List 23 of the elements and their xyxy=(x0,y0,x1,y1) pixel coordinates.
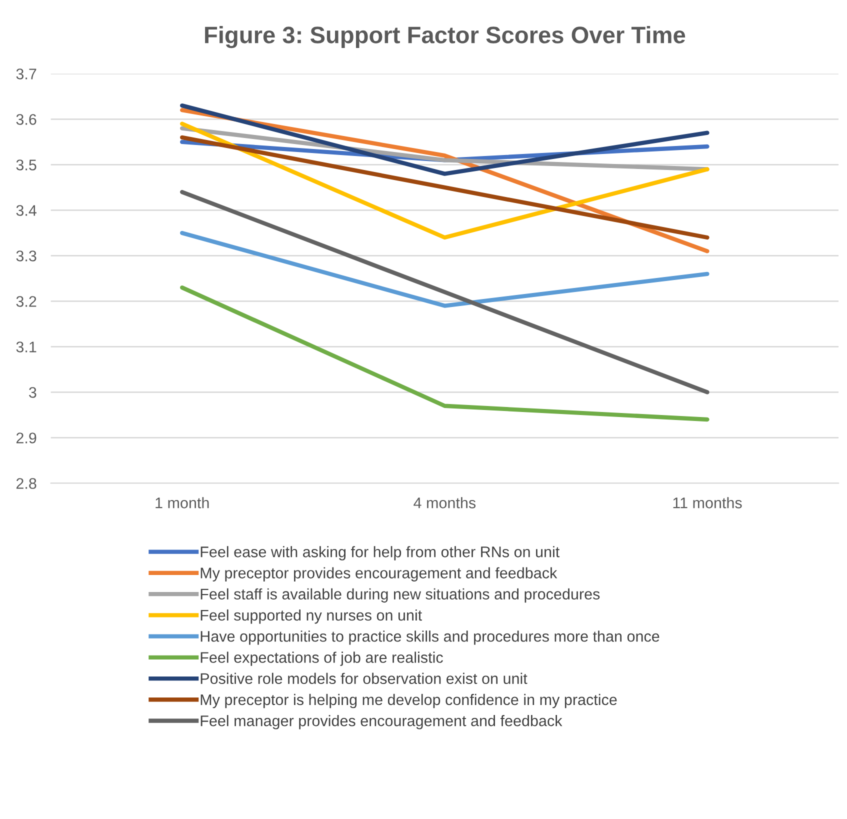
legend-label: Positive role models for observation exist on unit xyxy=(200,672,528,684)
y-tick-label: 2.9 xyxy=(16,432,36,444)
legend-label: Feel ease with asking for help from other RNs on unit xyxy=(200,546,560,560)
y-tick-label: 3.5 xyxy=(16,160,36,170)
y-tick-label: 3.3 xyxy=(16,250,36,262)
legend-label: My preceptor provides encouragement and feedback xyxy=(200,567,558,582)
legend-label: Have opportunities to practice skills and procedures more than once xyxy=(200,630,660,645)
y-tick-label: 3.4 xyxy=(16,205,36,216)
legend-label: Feel expectations of job are realistic xyxy=(200,652,443,666)
chart-title: Figure 3: Support Factor Scores Over Time xyxy=(205,26,686,48)
x-tick-label: 11 months xyxy=(673,497,742,508)
x-tick-label: 4 months xyxy=(414,497,476,508)
x-tick-label: 1 month xyxy=(156,497,209,508)
legend-label: Feel supported ny nurses on unit xyxy=(200,609,422,624)
legend-label: Feel staff is available during new situations and procedures xyxy=(200,588,600,603)
y-tick-label: 3.1 xyxy=(16,342,36,352)
y-tick-label: 3.6 xyxy=(16,114,36,125)
legend-label: Feel manager provides encouragement and feedback xyxy=(200,715,562,730)
legend-label: My preceptor is helping me develop confidence in my practice xyxy=(200,694,617,708)
y-tick-label: 2.8 xyxy=(16,478,36,489)
y-tick-label: 3 xyxy=(29,387,36,398)
y-tick-label: 3.2 xyxy=(16,296,36,307)
y-tick-label: 3.7 xyxy=(16,68,36,80)
